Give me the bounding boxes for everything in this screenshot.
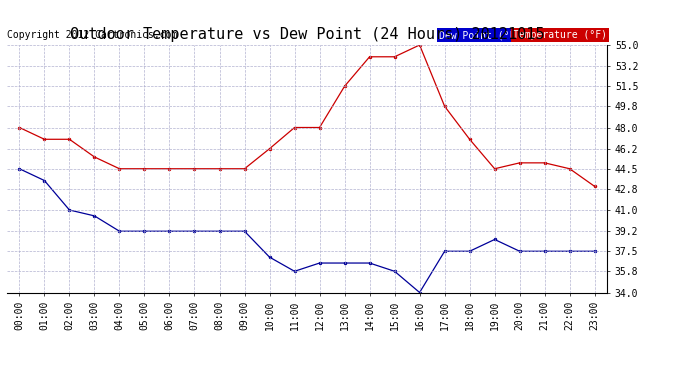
Text: Copyright 2012 Cartronics.com: Copyright 2012 Cartronics.com: [7, 30, 177, 40]
Text: Temperature (°F): Temperature (°F): [513, 30, 607, 40]
Text: Dew Point (°F): Dew Point (°F): [439, 30, 522, 40]
Title: Outdoor Temperature vs Dew Point (24 Hours) 20121015: Outdoor Temperature vs Dew Point (24 Hou…: [70, 27, 544, 42]
